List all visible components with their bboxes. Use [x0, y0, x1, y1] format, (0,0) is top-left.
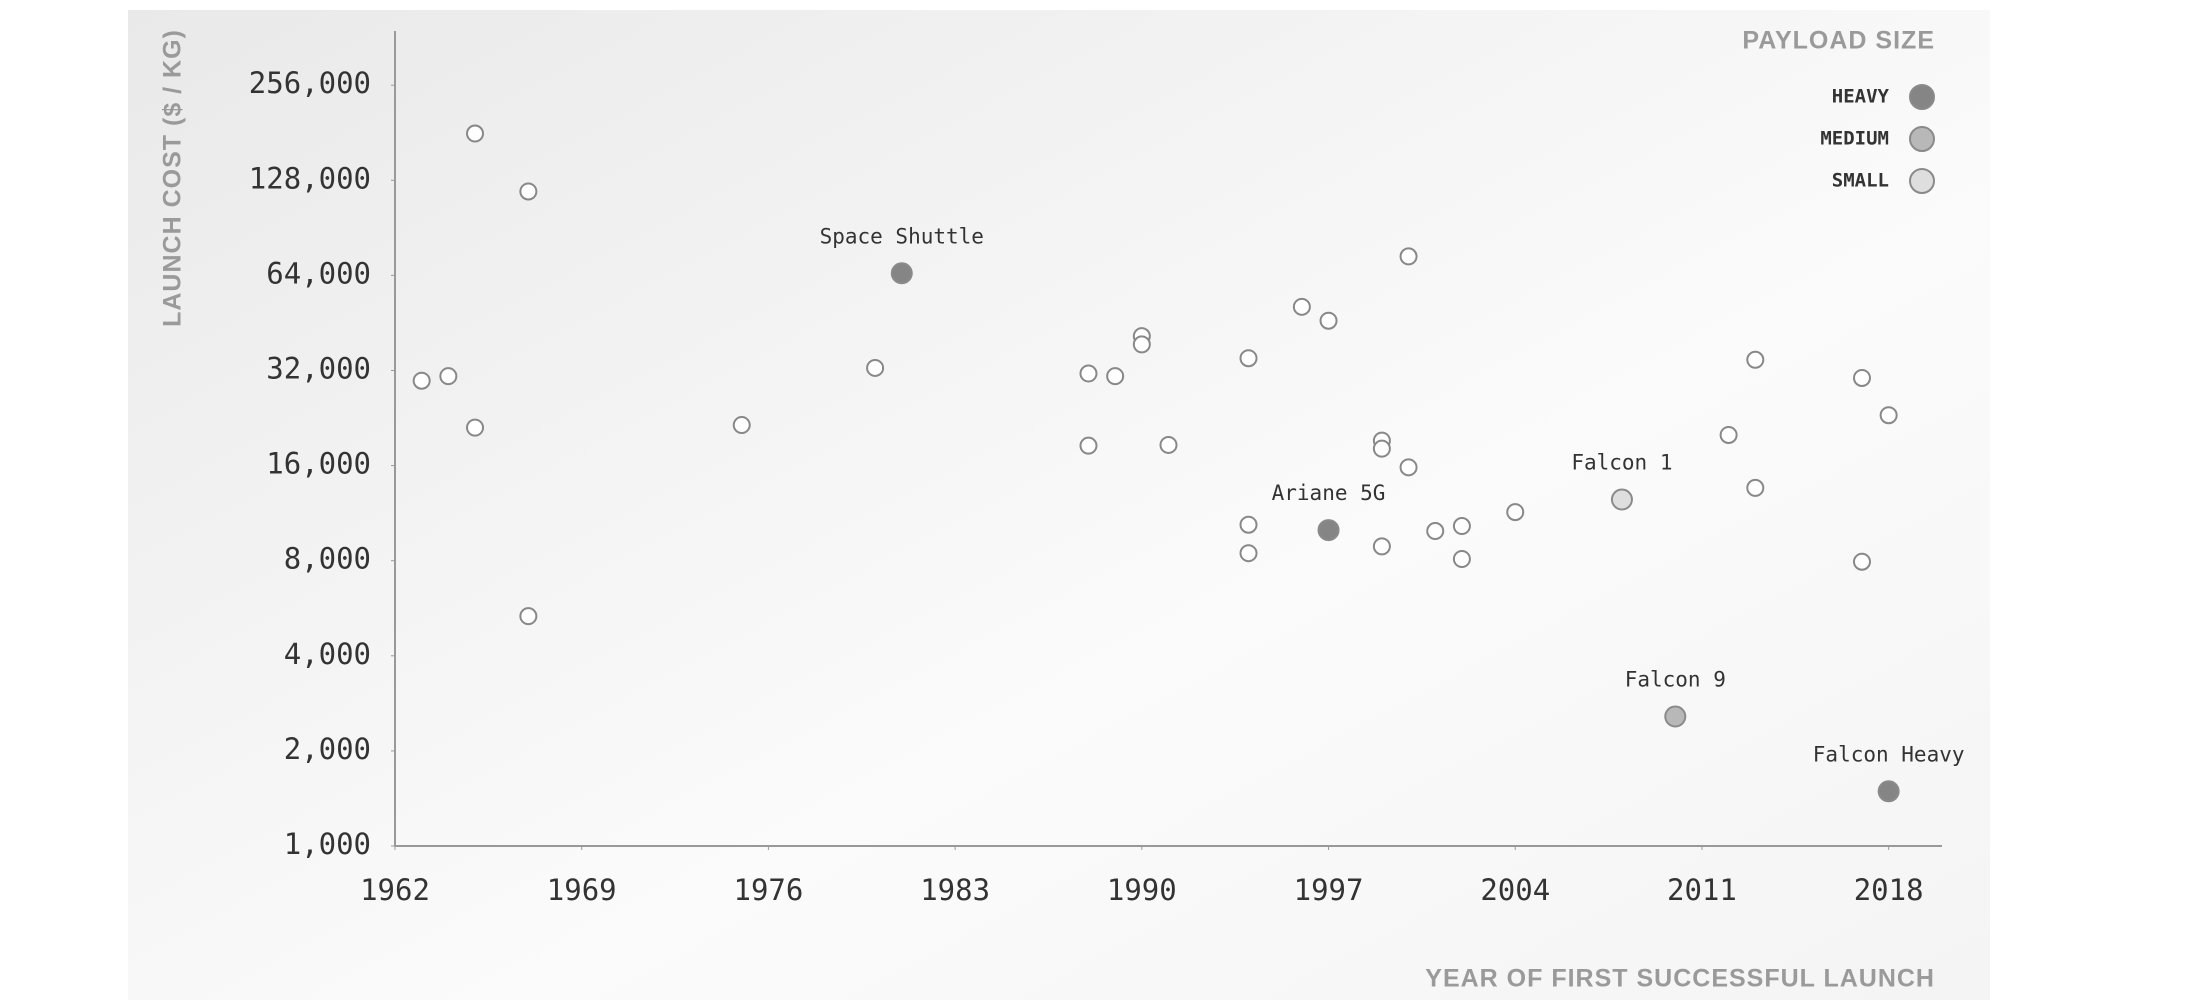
data-point	[1610, 488, 1633, 511]
point-label: Falcon 1	[1571, 450, 1672, 474]
legend-label: MEDIUM	[1820, 128, 1889, 150]
x-tick-label: 2004	[1480, 873, 1550, 907]
data-point	[519, 182, 538, 201]
legend-swatch	[1909, 168, 1935, 194]
point-label: Falcon 9	[1625, 667, 1726, 691]
data-point	[412, 371, 431, 390]
data-point	[1746, 478, 1765, 497]
data-point	[1399, 247, 1418, 266]
y-axis-title: LAUNCH COST ($ / KG)	[159, 29, 187, 327]
data-point	[1877, 780, 1900, 803]
data-point	[1452, 549, 1471, 568]
data-point	[1079, 436, 1098, 455]
data-point	[1852, 368, 1871, 387]
data-point	[1239, 349, 1258, 368]
data-point	[1239, 544, 1258, 563]
legend-title: PAYLOAD SIZE	[1742, 27, 1935, 55]
data-point	[519, 607, 538, 626]
y-tick-label: 16,000	[266, 447, 371, 481]
data-point	[1317, 519, 1340, 542]
data-point	[1664, 705, 1687, 728]
legend-label: HEAVY	[1832, 86, 1890, 108]
data-point	[1319, 311, 1338, 330]
data-point	[1399, 458, 1418, 477]
legend-label: SMALL	[1832, 170, 1889, 192]
x-axis-title: YEAR OF FIRST SUCCESSFUL LAUNCH	[1425, 965, 1935, 993]
legend-swatch	[1909, 126, 1935, 152]
x-tick-label: 1969	[547, 873, 617, 907]
data-point	[1852, 552, 1871, 571]
x-tick-label: 2018	[1854, 873, 1924, 907]
point-label: Ariane 5G	[1272, 481, 1386, 505]
data-point	[1506, 503, 1525, 522]
data-point	[1239, 515, 1258, 534]
data-point	[866, 358, 885, 377]
y-tick-label: 4,000	[284, 637, 371, 671]
x-tick-label: 1962	[360, 873, 430, 907]
x-tick-label: 1990	[1107, 873, 1177, 907]
data-point	[1132, 335, 1151, 354]
data-point	[1372, 537, 1391, 556]
y-tick-label: 128,000	[249, 161, 371, 195]
data-point	[1879, 406, 1898, 425]
data-point	[1159, 435, 1178, 454]
data-point	[1106, 367, 1125, 386]
x-tick-label: 1983	[920, 873, 990, 907]
data-point	[1079, 364, 1098, 383]
data-point	[890, 262, 913, 285]
data-point	[1426, 522, 1445, 541]
data-point	[466, 124, 485, 143]
x-tick-label: 1997	[1294, 873, 1364, 907]
data-point	[1372, 439, 1391, 458]
y-tick-label: 2,000	[284, 732, 371, 766]
y-tick-label: 32,000	[266, 351, 371, 385]
data-point	[466, 418, 485, 437]
data-point	[1292, 297, 1311, 316]
data-point	[439, 367, 458, 386]
data-point	[1452, 517, 1471, 536]
point-label: Space Shuttle	[820, 224, 984, 248]
data-point	[1746, 350, 1765, 369]
data-point	[1719, 425, 1738, 444]
y-tick-label: 64,000	[266, 256, 371, 290]
y-tick-label: 256,000	[249, 66, 371, 100]
panel	[128, 10, 1990, 1000]
data-point	[732, 416, 751, 435]
x-tick-label: 1976	[733, 873, 803, 907]
point-label: Falcon Heavy	[1813, 742, 1965, 766]
y-tick-label: 1,000	[284, 827, 371, 861]
y-tick-label: 8,000	[284, 542, 371, 576]
x-tick-label: 2011	[1667, 873, 1737, 907]
legend-swatch	[1909, 84, 1935, 110]
